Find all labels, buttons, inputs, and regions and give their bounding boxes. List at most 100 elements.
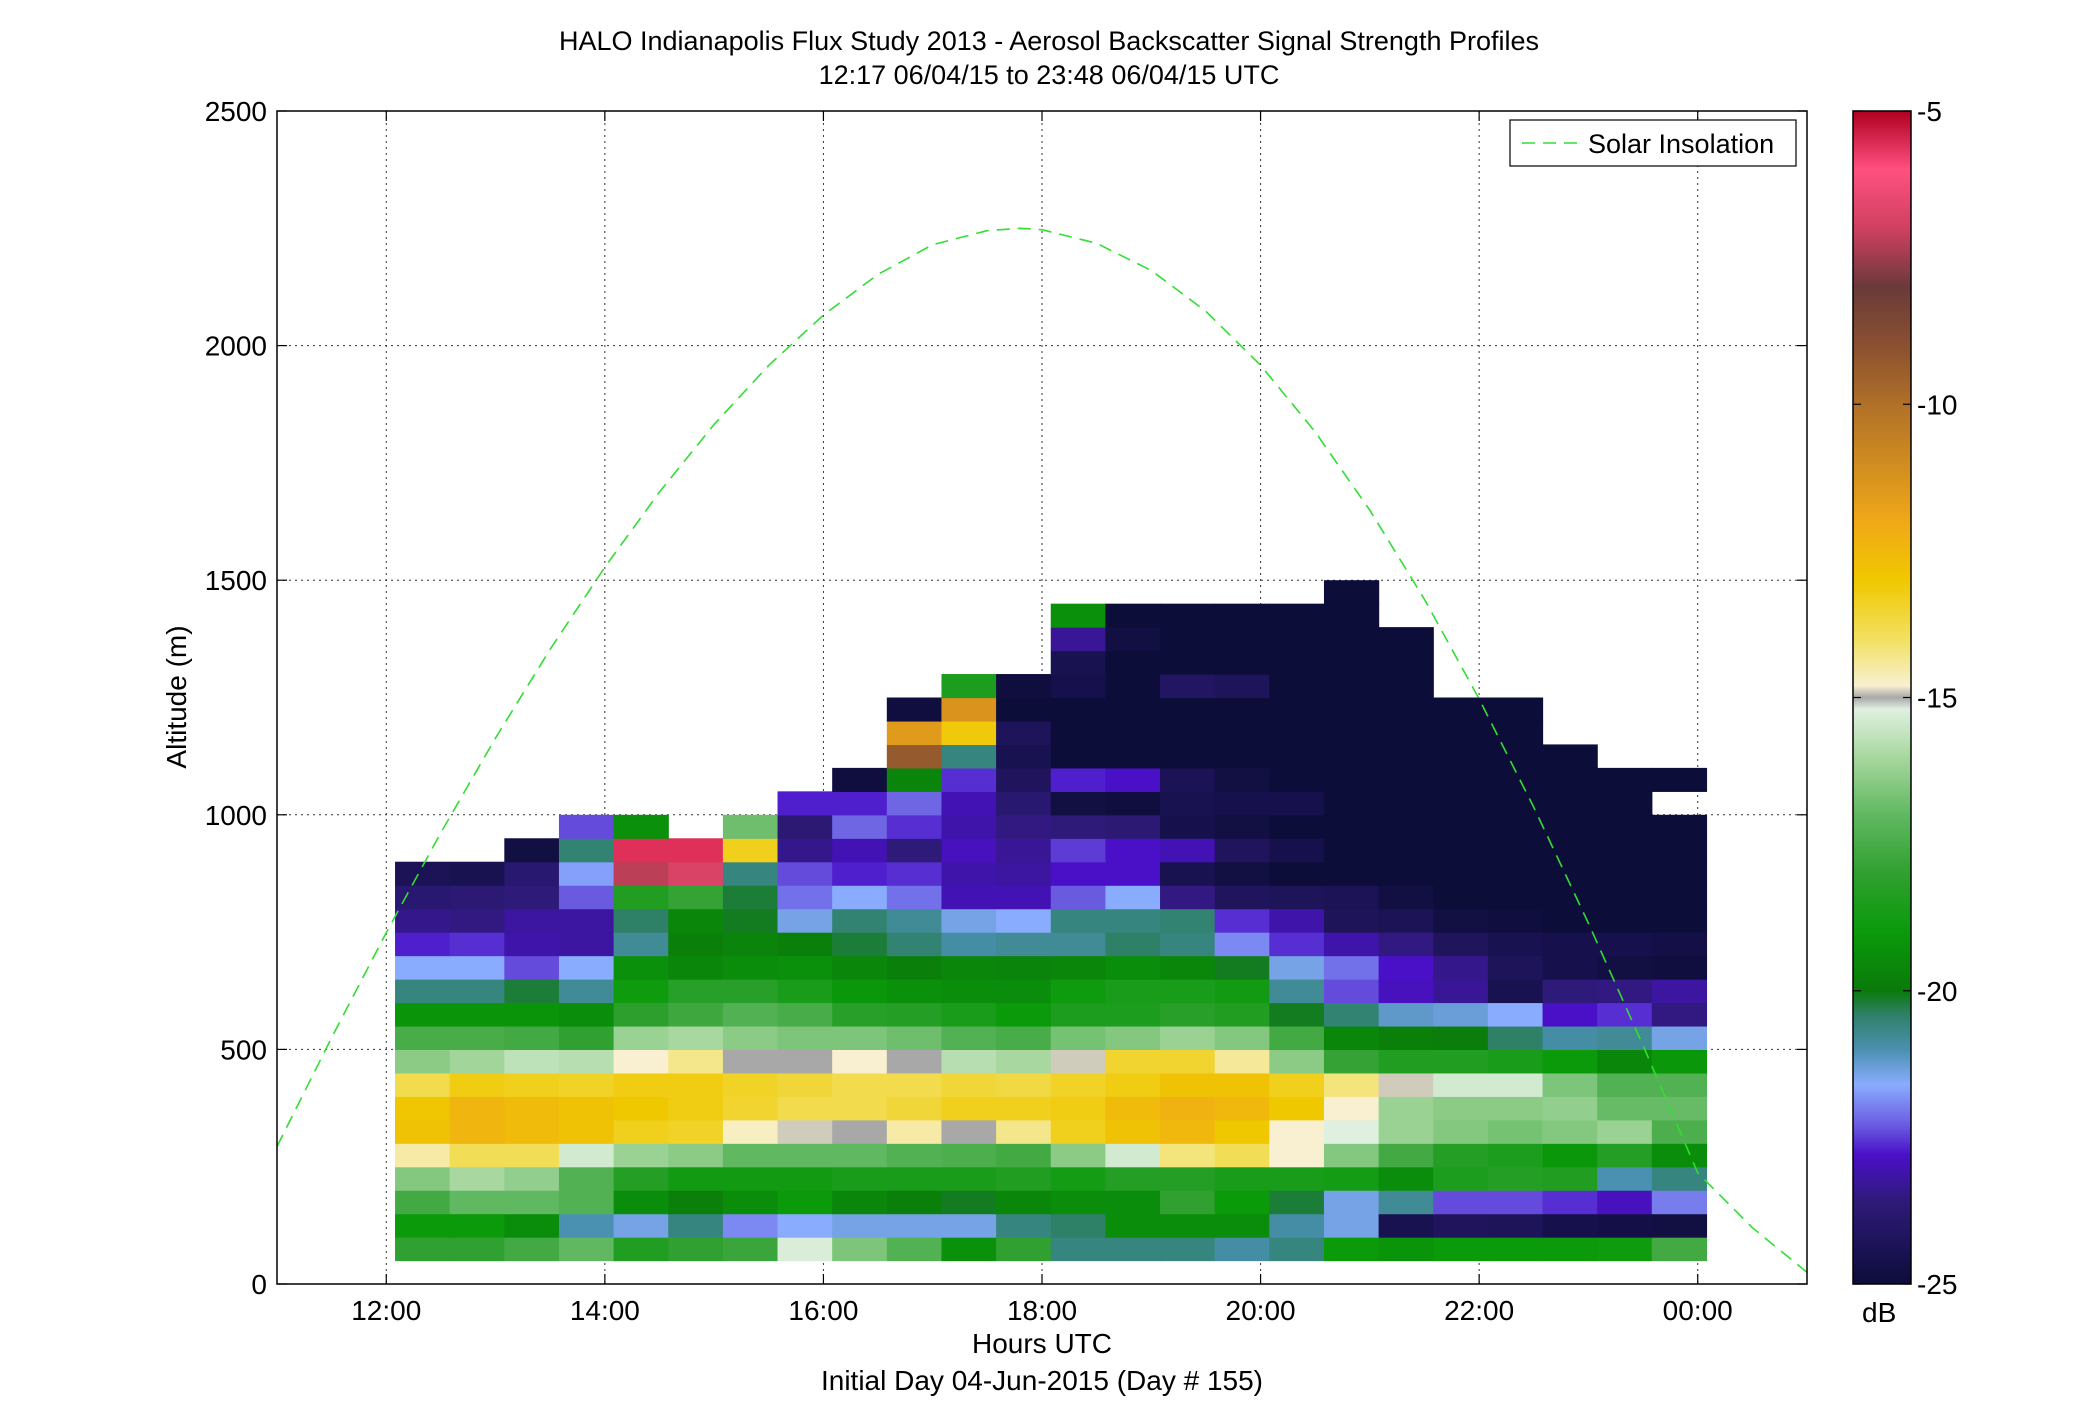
heatmap-cell xyxy=(613,932,669,957)
heatmap-cell xyxy=(504,1096,560,1121)
heatmap-cell xyxy=(1105,932,1161,957)
heatmap-cell xyxy=(941,955,997,980)
heatmap-cell xyxy=(668,1002,724,1027)
heatmap-cell xyxy=(449,1166,505,1191)
heatmap-cell xyxy=(504,885,560,910)
heatmap-cell xyxy=(1651,955,1708,980)
heatmap-cell xyxy=(1597,908,1653,933)
heatmap-cell xyxy=(1050,861,1106,886)
heatmap-cell xyxy=(886,908,943,933)
heatmap-cell xyxy=(996,1213,1052,1238)
heatmap-cell xyxy=(1105,1166,1161,1191)
heatmap-cell xyxy=(1323,1049,1380,1074)
heatmap-cell xyxy=(777,1166,833,1191)
heatmap-cell xyxy=(504,1049,560,1074)
heatmap-cell xyxy=(1105,979,1161,1004)
heatmap-cell xyxy=(1050,1002,1106,1027)
heatmap-cell xyxy=(1105,767,1161,792)
heatmap-cell xyxy=(1542,1143,1598,1168)
heatmap-cell xyxy=(1378,720,1434,746)
x-tick-label: 18:00 xyxy=(1007,1295,1077,1326)
x-axis-label: Hours UTC xyxy=(972,1328,1112,1359)
heatmap-cell xyxy=(668,1213,724,1238)
heatmap-cell xyxy=(1597,838,1653,863)
heatmap-cell xyxy=(1542,767,1598,792)
heatmap-cell xyxy=(722,1025,779,1050)
heatmap-cell xyxy=(613,885,669,910)
heatmap-cell xyxy=(1433,697,1489,722)
heatmap-cell xyxy=(1651,1002,1708,1027)
y-tick-label: 500 xyxy=(220,1034,267,1065)
heatmap-cell xyxy=(1433,791,1489,816)
heatmap-cell xyxy=(1542,1119,1598,1144)
heatmap-cell xyxy=(613,1025,669,1050)
heatmap-cell xyxy=(668,979,724,1004)
x-axis-ticks: 12:00 14:00 16:00 18:00 20:00 22:00 00:00 xyxy=(351,111,1733,1326)
heatmap-cell xyxy=(886,814,943,839)
heatmap-cell xyxy=(1214,885,1270,910)
heatmap-cell xyxy=(449,1025,505,1050)
heatmap-cell xyxy=(832,838,888,863)
heatmap-cell xyxy=(1433,1025,1489,1050)
heatmap-cell xyxy=(1542,1190,1598,1215)
heatmap-cell xyxy=(1323,1143,1380,1168)
heatmap-cell xyxy=(1323,838,1380,863)
heatmap-cell xyxy=(668,1237,724,1262)
heatmap-cell xyxy=(1487,744,1544,769)
heatmap-cell xyxy=(941,908,997,933)
heatmap-cell xyxy=(1433,1166,1489,1191)
heatmap-cell xyxy=(613,908,669,933)
heatmap-cell xyxy=(668,1190,724,1215)
heatmap-cell xyxy=(722,1166,779,1191)
heatmap-cell xyxy=(1651,885,1708,910)
heatmap-cell xyxy=(941,791,997,816)
heatmap-cell xyxy=(1160,838,1216,863)
heatmap-cell xyxy=(558,838,615,863)
heatmap-cell xyxy=(722,932,779,957)
heatmap-cell xyxy=(941,1213,997,1238)
heatmap-cell xyxy=(886,1049,943,1074)
heatmap-cell xyxy=(1160,1002,1216,1027)
heatmap-cell xyxy=(1323,1096,1380,1121)
heatmap-cell xyxy=(996,1119,1052,1144)
heatmap-cell xyxy=(395,1190,451,1215)
heatmap-cell xyxy=(941,1119,997,1144)
heatmap-cell xyxy=(1214,1025,1270,1050)
heatmap-cell xyxy=(1214,1119,1270,1144)
heatmap-cell xyxy=(1323,955,1380,980)
heatmap-cell xyxy=(777,932,833,957)
heatmap-cell xyxy=(996,1049,1052,1074)
heatmap-cell xyxy=(1269,697,1325,722)
heatmap-cell xyxy=(449,979,505,1004)
heatmap-cell xyxy=(1105,650,1161,675)
x-tick-label: 22:00 xyxy=(1444,1295,1514,1326)
heatmap-cell xyxy=(1050,979,1106,1004)
heatmap-cell xyxy=(1597,979,1653,1004)
heatmap-cell xyxy=(996,791,1052,816)
heatmap-cell xyxy=(722,1002,779,1027)
heatmap-cell xyxy=(1160,932,1216,957)
heatmap-cell xyxy=(1269,1096,1325,1121)
heatmap-cell xyxy=(1105,955,1161,980)
heatmap-cell xyxy=(1651,1213,1708,1238)
heatmap-cell xyxy=(1597,767,1653,792)
heatmap-cell xyxy=(1323,1166,1380,1191)
heatmap-cell xyxy=(832,767,888,792)
heatmap-cell xyxy=(449,861,505,886)
heatmap-cell xyxy=(1323,767,1380,792)
heatmap-cell xyxy=(722,1072,779,1097)
heatmap-cell xyxy=(1487,908,1544,933)
heatmap-cell xyxy=(996,955,1052,980)
heatmap-cell xyxy=(722,1096,779,1121)
legend: Solar Insolation xyxy=(1509,119,1797,167)
heatmap-cell xyxy=(1651,1237,1708,1262)
heatmap-cell xyxy=(504,1166,560,1191)
heatmap-cell xyxy=(1487,1190,1544,1215)
heatmap-cell xyxy=(1050,650,1106,675)
heatmap-cell xyxy=(558,1166,615,1191)
heatmap-cell xyxy=(777,979,833,1004)
heatmap-cell xyxy=(558,1213,615,1238)
heatmap-cell xyxy=(1378,627,1434,652)
heatmap-cell xyxy=(1160,1213,1216,1238)
heatmap-cell xyxy=(1105,720,1161,746)
